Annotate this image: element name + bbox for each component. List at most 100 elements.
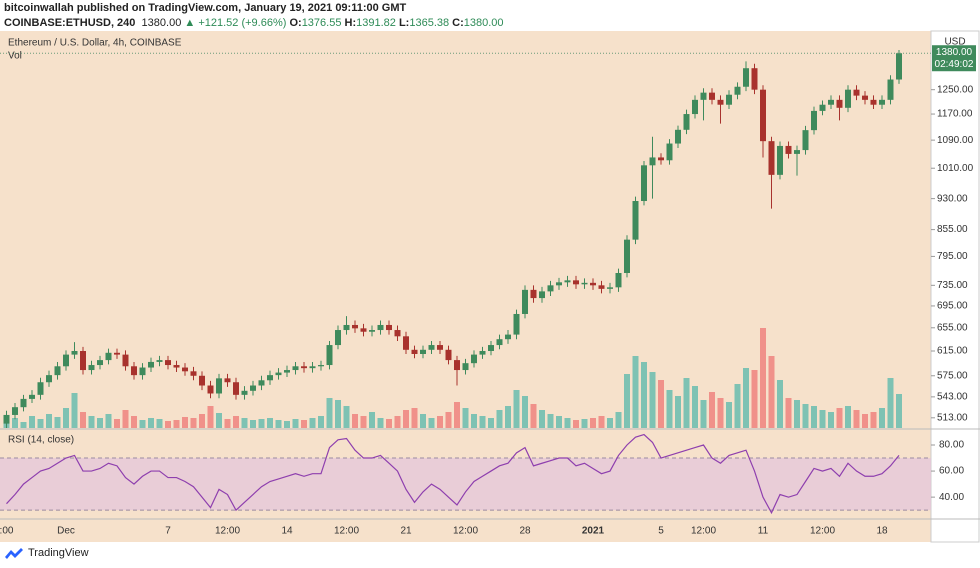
candle-body	[199, 375, 205, 386]
volume-bar	[37, 419, 44, 428]
y-tick-label: 735.00	[937, 280, 968, 291]
currency: USD	[944, 37, 965, 48]
candle-body	[71, 350, 78, 355]
candle-body	[743, 68, 749, 87]
candle-body	[513, 313, 520, 335]
candle-body	[318, 365, 324, 367]
volume-bar	[267, 418, 273, 428]
candle-body	[845, 89, 851, 108]
volume-bar	[326, 398, 333, 428]
volume-bar	[360, 416, 367, 428]
candle-body	[658, 157, 664, 161]
volume-bar	[411, 408, 418, 428]
candle-body	[275, 372, 282, 376]
candle-body	[46, 375, 52, 383]
volume-bar	[352, 414, 358, 428]
volume-bar	[71, 393, 78, 428]
candle-body	[122, 354, 129, 367]
volume-bar	[760, 328, 766, 428]
change: ▲ +121.52 (+9.66%)	[184, 17, 287, 29]
volume-bar	[692, 386, 698, 428]
volume-bar	[394, 416, 401, 428]
volume-bar	[845, 406, 851, 428]
candle-body	[590, 282, 596, 286]
y-tick-label: 930.00	[937, 193, 968, 204]
candle-body	[394, 330, 401, 337]
volume-bar	[836, 408, 843, 428]
x-tick-label: 14	[281, 526, 293, 537]
candle-body	[887, 79, 894, 100]
candle-body	[156, 360, 163, 362]
candle-body	[564, 280, 571, 283]
header: bitcoinwallah published on TradingView.c…	[4, 1, 504, 31]
volume-bar	[556, 416, 562, 428]
candle-body	[853, 89, 860, 96]
candle-body	[207, 385, 214, 394]
candle-body	[734, 86, 741, 95]
candle-body	[250, 385, 256, 391]
candle-body	[420, 349, 426, 355]
candle-body	[139, 367, 146, 376]
volume-bar	[717, 398, 724, 428]
volume-bar	[632, 356, 639, 428]
candle-body	[581, 282, 588, 285]
volume-bar	[896, 394, 902, 428]
volume-bar	[828, 412, 834, 428]
volume-bar	[700, 400, 707, 428]
candle-body	[675, 129, 681, 144]
candle-body	[437, 345, 443, 350]
candle-body	[258, 380, 265, 386]
volume-bar	[743, 368, 749, 428]
volume-bar	[590, 418, 596, 428]
y-tick-label: 40.00	[939, 492, 964, 503]
volume-bar	[870, 412, 877, 428]
candle-body	[505, 334, 511, 340]
x-tick-label: 12:00	[691, 526, 716, 537]
candle-body	[3, 414, 10, 424]
ohlc-value: 1365.38	[409, 17, 450, 29]
x-tick-label: 12:00	[810, 526, 835, 537]
candle-body	[471, 354, 477, 364]
y-tick-label: 855.00	[937, 224, 968, 235]
volume-bar	[258, 419, 265, 428]
candle-body	[709, 92, 715, 100]
volume-bar	[488, 418, 494, 428]
volume-bar	[20, 422, 27, 428]
candle-body	[666, 143, 673, 161]
ohlc-label: C:	[452, 17, 464, 29]
volume-bar	[513, 390, 520, 428]
candle-body	[454, 360, 460, 371]
volume-bar	[80, 412, 86, 428]
volume-bar	[530, 404, 537, 428]
volume-bar	[182, 417, 188, 428]
candle-body	[794, 150, 800, 154]
y-tick-label: 575.00	[937, 370, 968, 381]
price: 1380.00	[141, 17, 182, 29]
volume-bar	[709, 392, 715, 428]
volume-bar	[97, 418, 103, 428]
candle-body	[479, 350, 486, 355]
plot-background	[0, 31, 931, 542]
candle-body	[539, 291, 545, 299]
volume-bar	[751, 370, 758, 428]
candle-body	[649, 157, 656, 166]
candle-body	[165, 360, 171, 366]
candle-body	[114, 352, 120, 355]
x-tick-label: 7	[165, 526, 171, 537]
brand: TradingView	[28, 547, 89, 559]
volume-bar	[148, 418, 154, 428]
volume-bar	[122, 410, 129, 428]
volume-bar	[224, 419, 231, 428]
volume-bar	[386, 419, 392, 428]
volume-bar	[573, 420, 579, 428]
volume-bar	[564, 418, 571, 428]
quote-line: COINBASE:ETHUSD, 240 1380.00 ▲ +121.52 (…	[4, 16, 504, 31]
volume-bar	[777, 380, 783, 428]
candle-body	[12, 407, 18, 415]
volume-bar	[522, 396, 528, 428]
y-tick-label: 1170.00	[937, 109, 973, 120]
candle-body	[607, 287, 613, 289]
candle-body	[377, 324, 384, 331]
rsi-line	[6, 433, 900, 515]
